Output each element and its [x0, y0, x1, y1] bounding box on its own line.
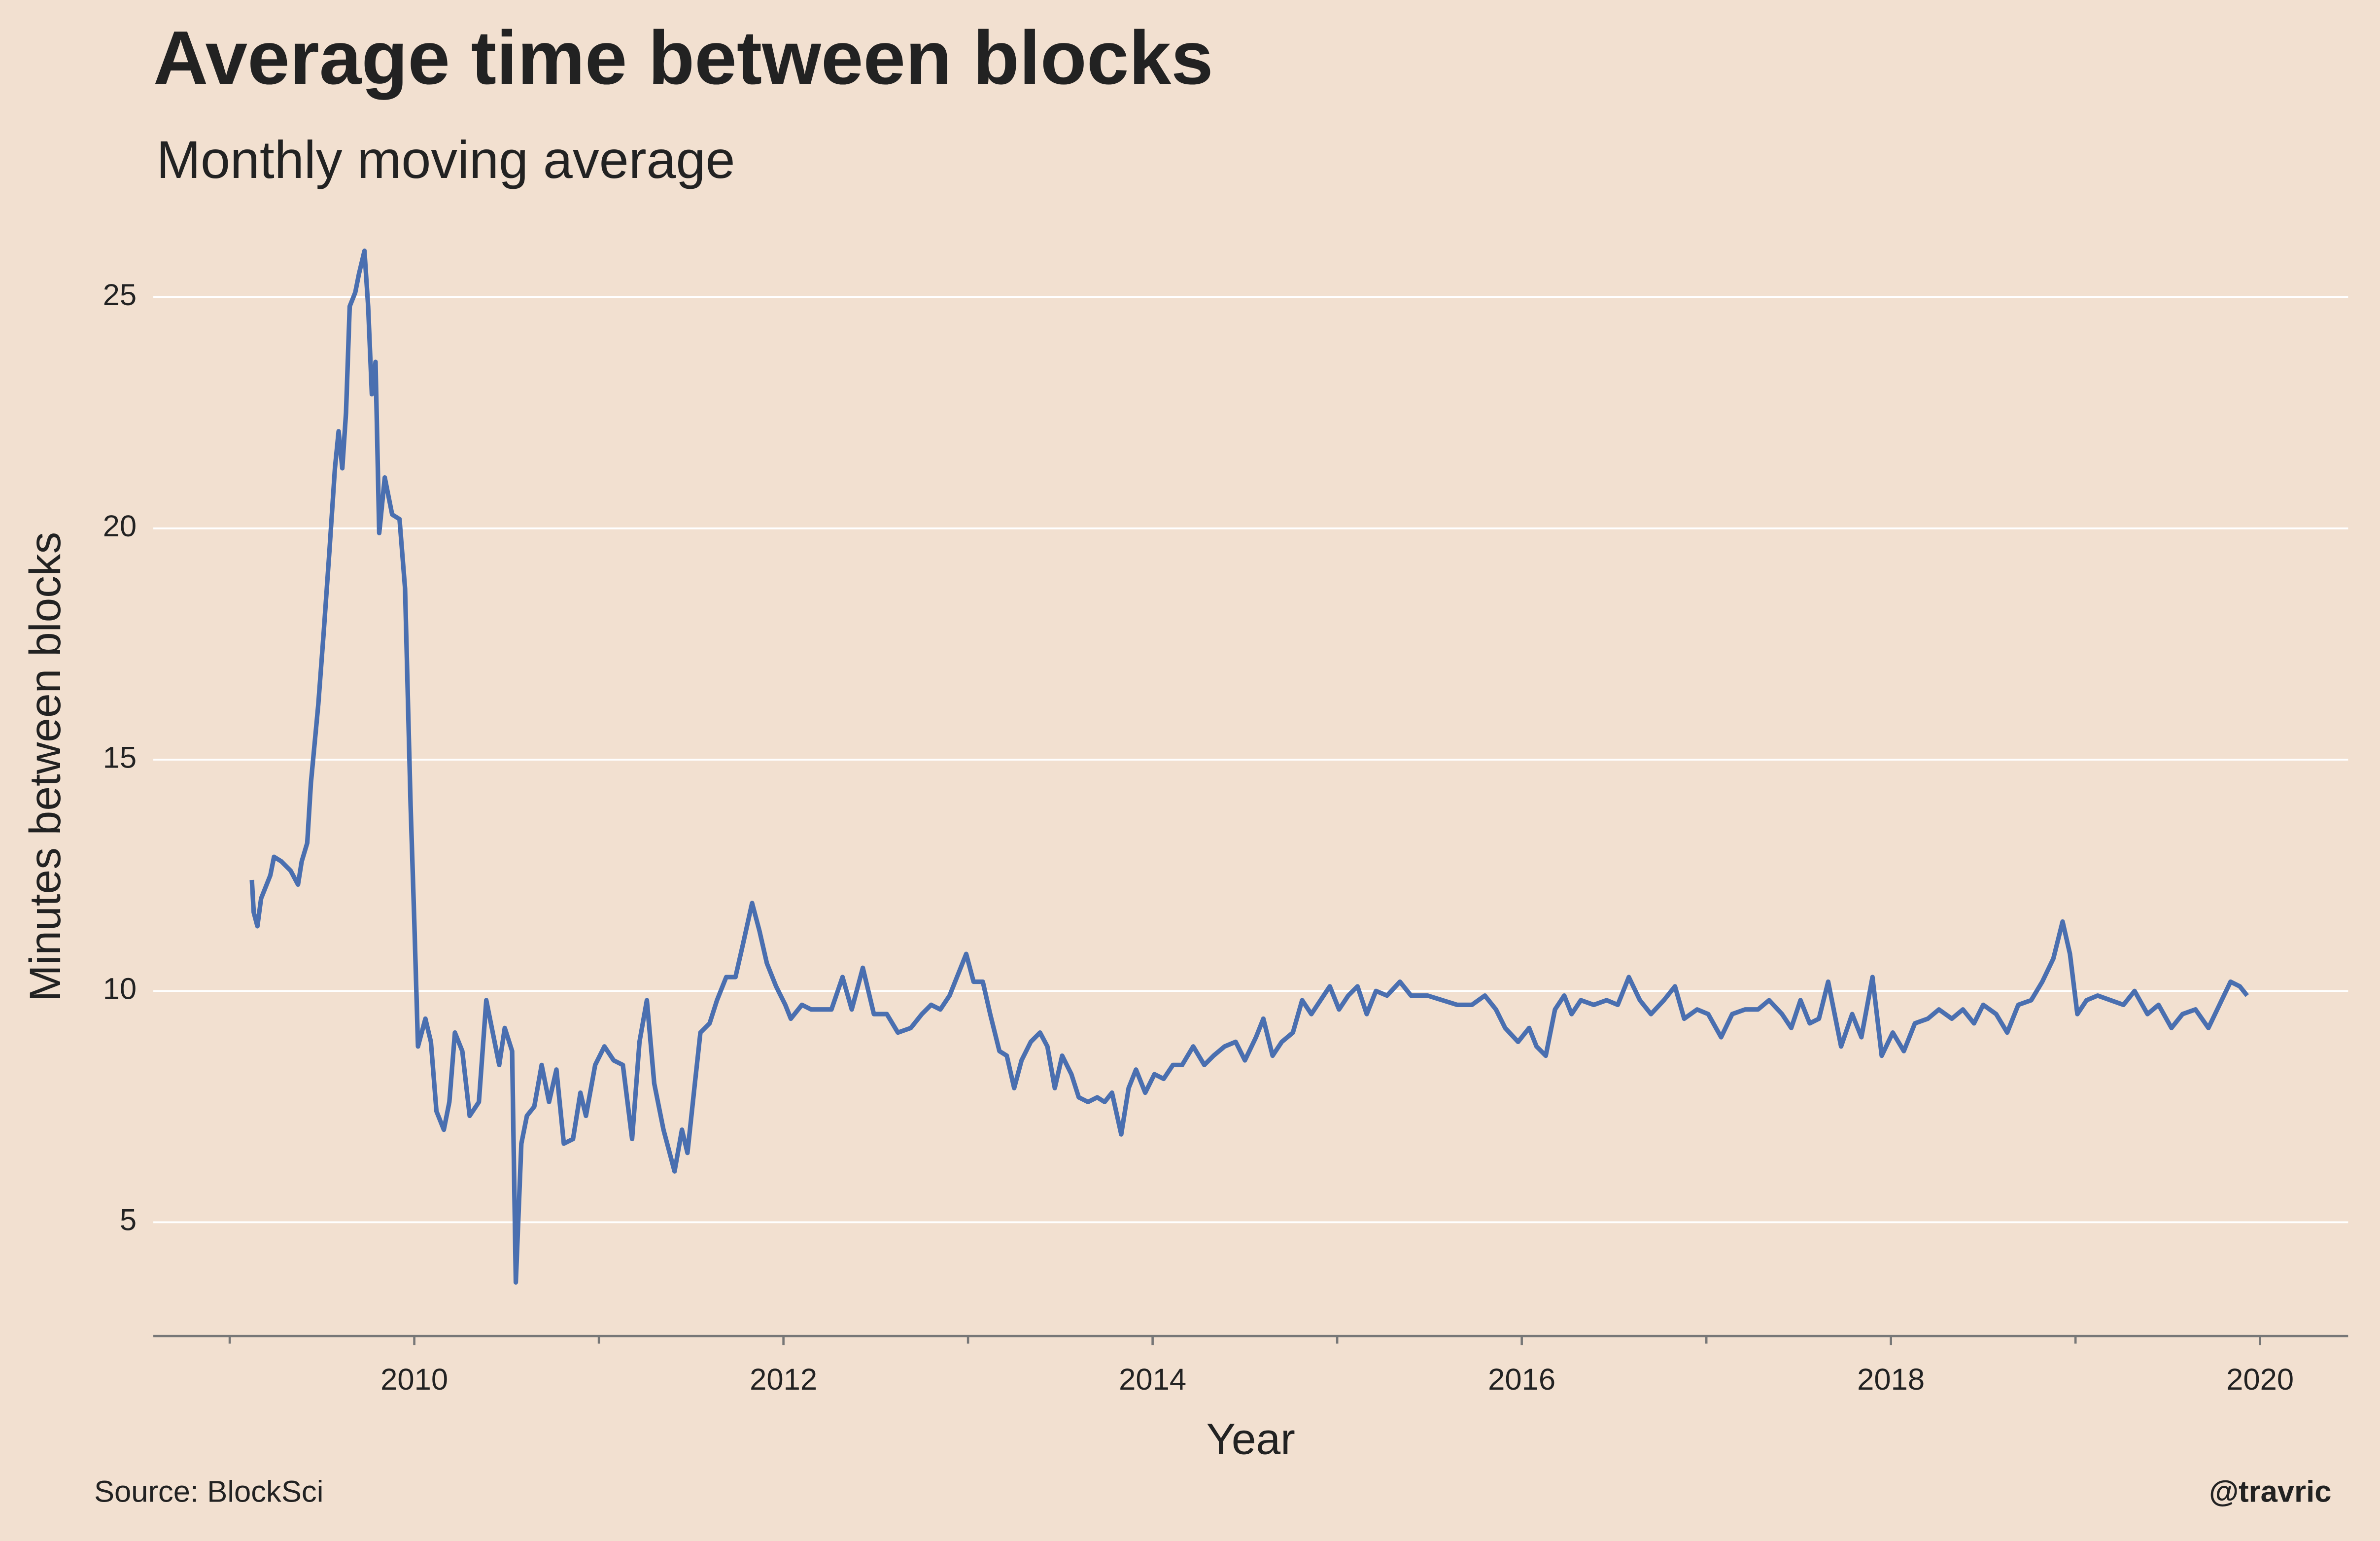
source-note: Source: BlockSci: [94, 1475, 323, 1509]
y-tick-label: 15: [103, 740, 137, 774]
y-tick-label: 25: [103, 278, 137, 312]
data-line: [249, 248, 2249, 1285]
chart-subtitle: Monthly moving average: [156, 130, 735, 189]
x-tick-label: 2016: [1488, 1363, 1555, 1397]
credit: @travric: [2209, 1475, 2331, 1509]
x-tick-label: 2010: [380, 1363, 448, 1397]
y-tick-label: 20: [103, 509, 137, 543]
x-axis-label: Year: [1206, 1414, 1295, 1463]
x-tick-label: 2018: [1857, 1363, 1925, 1397]
chart-title: Average time between blocks: [153, 15, 1213, 100]
x-tick-label: 2020: [2226, 1363, 2294, 1397]
y-tick-label: 5: [120, 1203, 137, 1237]
y-axis-label: Minutes between blocks: [20, 532, 69, 1002]
y-tick-label: 10: [103, 972, 137, 1006]
x-tick-label: 2014: [1119, 1363, 1186, 1397]
x-tick-label: 2012: [750, 1363, 817, 1397]
